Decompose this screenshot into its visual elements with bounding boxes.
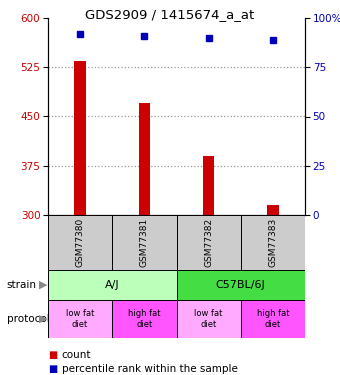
Text: count: count	[62, 350, 91, 360]
Bar	[112, 300, 176, 338]
Text: low fat
diet: low fat diet	[66, 309, 94, 329]
Text: high fat
diet: high fat diet	[128, 309, 160, 329]
Text: percentile rank within the sample: percentile rank within the sample	[62, 364, 237, 374]
Bar	[139, 104, 150, 215]
Bar	[241, 300, 305, 338]
Text: low fat
diet: low fat diet	[194, 309, 223, 329]
Text: high fat
diet: high fat diet	[257, 309, 289, 329]
Bar	[112, 215, 176, 270]
Text: GDS2909 / 1415674_a_at: GDS2909 / 1415674_a_at	[85, 8, 255, 21]
Text: ▶: ▶	[39, 314, 47, 324]
Text: C57BL/6J: C57BL/6J	[216, 280, 266, 290]
Text: A/J: A/J	[105, 280, 120, 290]
Text: GSM77383: GSM77383	[268, 218, 277, 267]
Bar	[267, 205, 279, 215]
Text: protocol: protocol	[7, 314, 50, 324]
Text: ■: ■	[48, 364, 57, 374]
Text: GSM77382: GSM77382	[204, 218, 213, 267]
Text: ■: ■	[48, 350, 57, 360]
Bar	[176, 215, 241, 270]
Text: GSM77381: GSM77381	[140, 218, 149, 267]
Bar	[74, 61, 86, 215]
Text: strain: strain	[7, 280, 37, 290]
Bar	[241, 215, 305, 270]
Bar	[176, 270, 305, 300]
Text: ▶: ▶	[39, 280, 47, 290]
Bar	[203, 156, 215, 215]
Bar	[48, 270, 176, 300]
Text: GSM77380: GSM77380	[75, 218, 85, 267]
Bar	[48, 215, 112, 270]
Bar	[48, 300, 112, 338]
Bar	[176, 300, 241, 338]
